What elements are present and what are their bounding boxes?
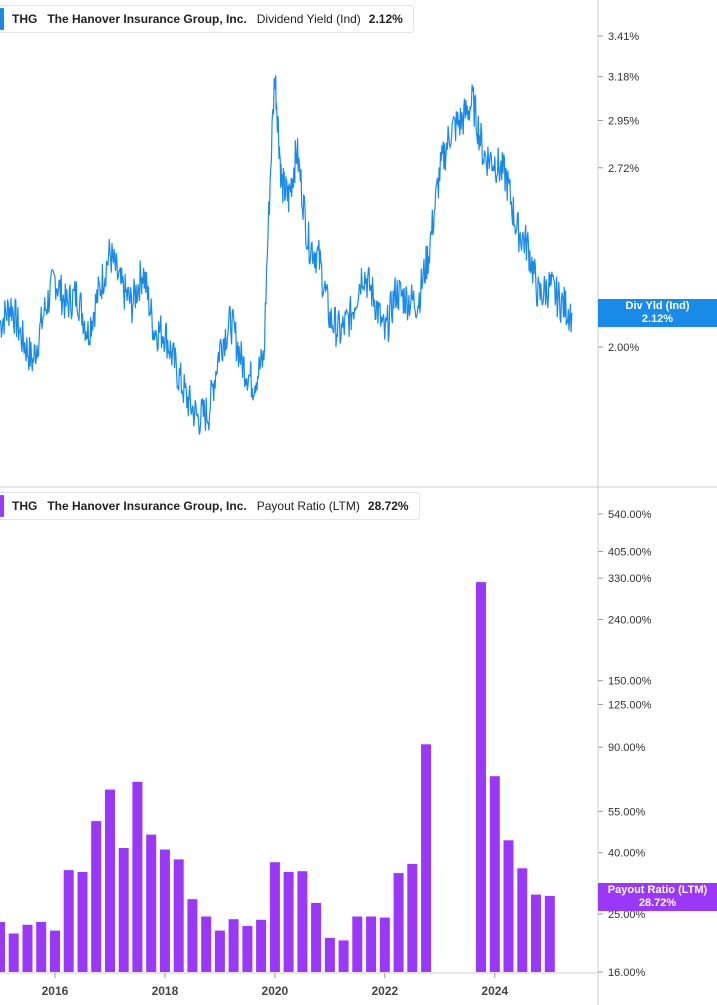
bar [118, 848, 129, 972]
y-tick-label: 330.00% [608, 573, 652, 585]
bar [393, 873, 404, 972]
y-tick-label: 40.00% [608, 848, 646, 860]
y-tick-label: 2.72% [608, 163, 639, 175]
legend-ticker: THG [12, 499, 38, 513]
bar [105, 789, 115, 972]
bar [91, 821, 102, 972]
bar [283, 872, 294, 972]
tag-label: Payout Ratio (LTM) [607, 884, 708, 896]
legend-color-swatch [0, 495, 4, 517]
legend-company-name: The Hanover Insurance Group, Inc. [47, 12, 247, 26]
bar [228, 919, 239, 972]
x-tick-label: 2018 [152, 984, 179, 998]
bar [63, 870, 74, 972]
current-value-tag-payout-ratio: Payout Ratio (LTM) 28.72% [598, 883, 717, 911]
y-tick-label: 55.00% [608, 806, 646, 818]
y-tick-label: 2.95% [608, 115, 639, 127]
bar [22, 924, 33, 972]
bar [173, 859, 184, 972]
x-tick-label: 2020 [262, 984, 289, 998]
y-tick-label: 3.18% [608, 72, 639, 84]
bar [489, 776, 500, 972]
tag-value: 28.72% [638, 897, 677, 909]
bar [407, 863, 418, 972]
legend-payout-ratio: THG The Hanover Insurance Group, Inc. Pa… [0, 492, 420, 520]
y-tick-label: 16.00% [608, 967, 646, 979]
x-tick-label: 2024 [481, 984, 508, 998]
bar [324, 937, 335, 972]
legend-current-value: 2.12% [368, 12, 403, 26]
bar [352, 916, 363, 972]
tag-label: Div Yld (Ind) [625, 300, 690, 312]
bar [146, 834, 157, 972]
legend-color-swatch [0, 8, 4, 30]
legend-current-value: 28.72% [367, 499, 409, 513]
y-tick-label: 150.00% [608, 676, 652, 688]
legend-ticker: THG [12, 12, 38, 26]
bar [8, 933, 19, 972]
bar [297, 871, 308, 972]
bar [311, 902, 322, 972]
bar [366, 916, 377, 972]
bar [242, 925, 253, 972]
y-tick-label: 90.00% [608, 742, 646, 754]
bar [379, 917, 390, 972]
bar [338, 940, 349, 972]
y-tick-label: 25.00% [608, 909, 646, 921]
bar [0, 922, 5, 972]
y-tick-label: 125.00% [608, 699, 652, 711]
legend-metric-name: Dividend Yield (Ind) [256, 12, 361, 26]
bar [421, 744, 432, 972]
y-tick-label: 2.00% [608, 342, 639, 354]
bar [531, 894, 541, 972]
x-tick-label: 2022 [371, 984, 398, 998]
bar [201, 916, 212, 972]
y-tick-label: 240.00% [608, 615, 652, 627]
x-tick-label: 2016 [42, 984, 69, 998]
bar [517, 868, 528, 972]
legend-metric-name: Payout Ratio (LTM) [256, 499, 360, 513]
bar [159, 849, 170, 972]
bar [544, 895, 555, 972]
bar [187, 899, 198, 972]
bar [256, 919, 267, 972]
bar [77, 872, 88, 972]
series-line-dividend-yield [0, 75, 573, 435]
bar [269, 862, 280, 972]
bar [503, 840, 514, 972]
current-value-tag-dividend-yield: Div Yld (Ind) 2.12% [598, 299, 717, 327]
y-tick-label: 3.41% [608, 31, 639, 43]
legend-company-name: The Hanover Insurance Group, Inc. [47, 499, 247, 513]
bar [476, 582, 486, 972]
bar [36, 922, 47, 972]
legend-dividend-yield: THG The Hanover Insurance Group, Inc. Di… [0, 5, 414, 33]
bar [50, 930, 60, 972]
bar [132, 781, 143, 972]
y-tick-label: 540.00% [608, 509, 652, 521]
y-tick-label: 405.00% [608, 546, 652, 558]
tag-value: 2.12% [641, 313, 674, 325]
bar [214, 930, 225, 972]
